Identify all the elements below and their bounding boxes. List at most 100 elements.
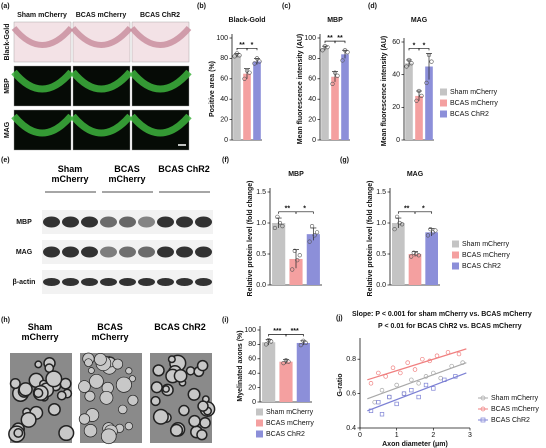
axon <box>178 404 190 417</box>
data-point <box>416 394 421 400</box>
blot-band <box>43 278 60 286</box>
axon <box>150 395 161 407</box>
data-point <box>368 381 374 386</box>
axon <box>20 411 37 428</box>
y-tick-label: 20 <box>392 104 400 111</box>
significance-label: *** <box>273 328 281 335</box>
axon <box>185 366 196 376</box>
significance-bracket <box>334 40 346 44</box>
data-point <box>433 228 438 233</box>
data-point <box>275 214 280 219</box>
y-tick-label: 60 <box>248 356 256 363</box>
bar <box>296 342 310 402</box>
data-point <box>297 253 302 258</box>
data-point <box>423 382 429 388</box>
data-point <box>390 365 396 371</box>
y-tick-label: 60 <box>220 76 228 83</box>
data-point <box>426 52 432 58</box>
tissue-band <box>11 113 74 137</box>
axon <box>99 390 114 405</box>
significance-label: ** <box>285 206 291 213</box>
axon <box>150 381 163 394</box>
bar <box>233 55 241 141</box>
column-label: BCAS mCherry <box>108 164 146 184</box>
data-point <box>335 73 340 78</box>
row-label: β-actin <box>13 279 36 286</box>
column-label: Sham mCherry <box>21 322 59 342</box>
data-point <box>416 253 421 258</box>
legend-label: Sham mCherry <box>450 89 498 96</box>
data-point <box>307 239 312 244</box>
bar <box>253 61 261 140</box>
axon <box>128 375 136 383</box>
blot-band <box>100 246 117 258</box>
data-point <box>420 356 425 362</box>
y-tick-label: 0 <box>252 399 256 406</box>
axon <box>125 367 133 375</box>
y-tick-label: 0 <box>224 137 228 144</box>
data-point <box>312 233 317 238</box>
y-tick-label: 100 <box>244 327 256 334</box>
data-point <box>409 254 414 259</box>
legend-label: BCAS mCherry <box>491 406 539 413</box>
data-point <box>295 258 300 263</box>
axon <box>196 429 208 441</box>
y-tick-label: 0.0 <box>256 282 266 289</box>
axon <box>45 370 63 388</box>
axon <box>84 358 93 367</box>
data-point <box>404 64 409 69</box>
data-point <box>320 48 325 53</box>
axon <box>100 428 117 445</box>
y-tick-label: 0.6 <box>346 390 356 397</box>
y-tick-label: 80 <box>248 341 256 348</box>
legend-swatch <box>452 240 459 248</box>
legend-swatch <box>256 430 263 438</box>
data-point <box>394 401 399 407</box>
y-tick-label: 0 <box>396 137 400 144</box>
axon <box>89 373 104 389</box>
bar <box>425 232 438 285</box>
data-point <box>398 370 403 376</box>
axon <box>13 428 24 438</box>
panel-letter: (j) <box>336 315 343 322</box>
legend-swatch <box>452 251 459 259</box>
bar <box>321 48 329 141</box>
axon <box>84 390 96 402</box>
axon <box>187 387 201 401</box>
axon <box>56 390 67 401</box>
row-label: MAG <box>4 121 11 138</box>
y-tick-label: 100 <box>216 35 228 42</box>
significance-label: ** <box>239 42 245 49</box>
legend-swatch <box>440 88 447 96</box>
bar <box>279 361 293 402</box>
y-tick-label: 0 <box>312 137 316 144</box>
trend-line <box>367 362 467 400</box>
panel-letter: (g) <box>340 157 349 164</box>
chart-title: Black-Gold <box>229 17 266 24</box>
data-point <box>309 224 315 229</box>
data-point <box>330 81 335 86</box>
tissue-band <box>129 69 192 93</box>
panel-letter: (f) <box>222 157 229 164</box>
data-point <box>298 343 303 348</box>
blot-band <box>157 278 174 286</box>
blot-band <box>100 216 117 228</box>
panel-letter: (i) <box>222 317 229 324</box>
significance-label: ** <box>337 35 343 42</box>
axon <box>173 368 188 383</box>
legend-label: Sham mCherry <box>266 409 314 416</box>
data-point <box>272 225 278 231</box>
row-label: MAG <box>16 249 33 256</box>
blot-band <box>100 278 117 286</box>
y-tick-label: 20 <box>308 116 316 123</box>
data-point <box>237 53 242 58</box>
y-axis-label: Mean fluorescence intensity (AU) <box>381 36 388 146</box>
axon <box>18 382 33 397</box>
y-axis-label: G-ratio <box>337 374 344 397</box>
axon <box>124 422 133 431</box>
y-tick-label: 80 <box>308 55 316 62</box>
y-tick-label: 40 <box>392 72 400 79</box>
blot-band <box>195 216 212 228</box>
legend-swatch <box>452 262 459 270</box>
